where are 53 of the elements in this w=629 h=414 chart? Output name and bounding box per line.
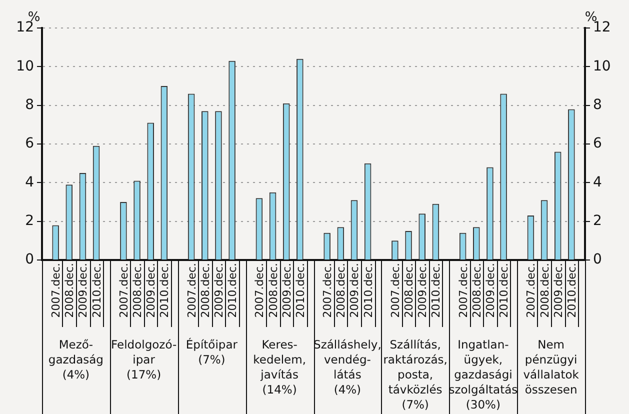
y-tick-label: 10 (16, 58, 34, 74)
text: 2008.dec. (198, 263, 212, 318)
text: 2010.dec. (498, 263, 511, 318)
text: 2007.dec. (524, 263, 538, 318)
text: 2010.dec. (90, 263, 104, 318)
text: 2007.dec. (253, 263, 266, 318)
x-tick-label: Építőipar (7%) (186, 338, 238, 367)
text: 2009.dec. (280, 263, 294, 318)
text: 2007.dec. (185, 263, 198, 318)
text: 2008.dec. (63, 263, 76, 318)
text: 2008.dec. (131, 263, 144, 318)
y2-tick-label: 2 (593, 212, 602, 229)
text: 2008.dec. (470, 263, 484, 318)
text: 2007.dec. (388, 263, 402, 318)
x-tick-label: Keres- kedelem, javítás (14%) (253, 338, 306, 397)
y-tick-label: 2 (25, 212, 34, 229)
text: 2010.dec. (430, 263, 443, 318)
text: 2009.dec. (76, 263, 90, 318)
text: 2007.dec. (50, 263, 63, 318)
text: 2009.dec. (484, 263, 497, 318)
y2-tick-label: 4 (593, 174, 602, 190)
x-tick-label: Szállítás, raktározás, posta, távközlés (7%) (383, 338, 448, 412)
text: 2009.dec. (348, 263, 362, 318)
text: 2008.dec. (334, 263, 348, 318)
text: 2007.dec. (321, 263, 334, 318)
text: 2008.dec. (538, 263, 552, 318)
text: 2009.dec. (212, 263, 226, 318)
y-tick-label: 8 (25, 96, 34, 113)
text: 2008.dec. (266, 263, 280, 318)
text: 2010.dec. (294, 263, 307, 318)
y-tick-label: 6 (25, 136, 34, 152)
y-tick-label: 0 (25, 252, 34, 268)
text: 2010.dec. (158, 263, 172, 318)
y2-tick-label: 6 (593, 136, 602, 152)
x-tick-label: Ingatlan- ügyek, gazdasági szolgáltatás (30%) (448, 338, 518, 412)
text: 2007.dec. (117, 263, 130, 318)
y2-tick-label: 0 (593, 252, 602, 268)
text: 2008.dec. (402, 263, 416, 318)
text: 2009.dec. (416, 263, 430, 318)
y2-tick-label: 8 (593, 96, 602, 113)
text: 2009.dec. (552, 263, 565, 318)
text: 2010.dec. (565, 263, 578, 318)
x-tick-label: Nem pénzügyi vállalatok összesen (523, 338, 580, 397)
text: 2010.dec. (226, 263, 240, 318)
y2-tick-label: 10 (593, 58, 611, 74)
text: 2010.dec. (362, 263, 375, 318)
x-tick-label: Feldolgozó- ipar (17%) (111, 338, 177, 382)
y-tick-label: 12 (16, 20, 34, 36)
x-tick-label: Szálláshely, vendég- látás (4%) (314, 338, 382, 397)
text: 2007.dec. (456, 263, 470, 318)
y-tick-label: 4 (25, 174, 34, 190)
text: 2009.dec. (144, 263, 158, 318)
x-tick-label: Mező- gazdaság (4%) (48, 338, 104, 382)
